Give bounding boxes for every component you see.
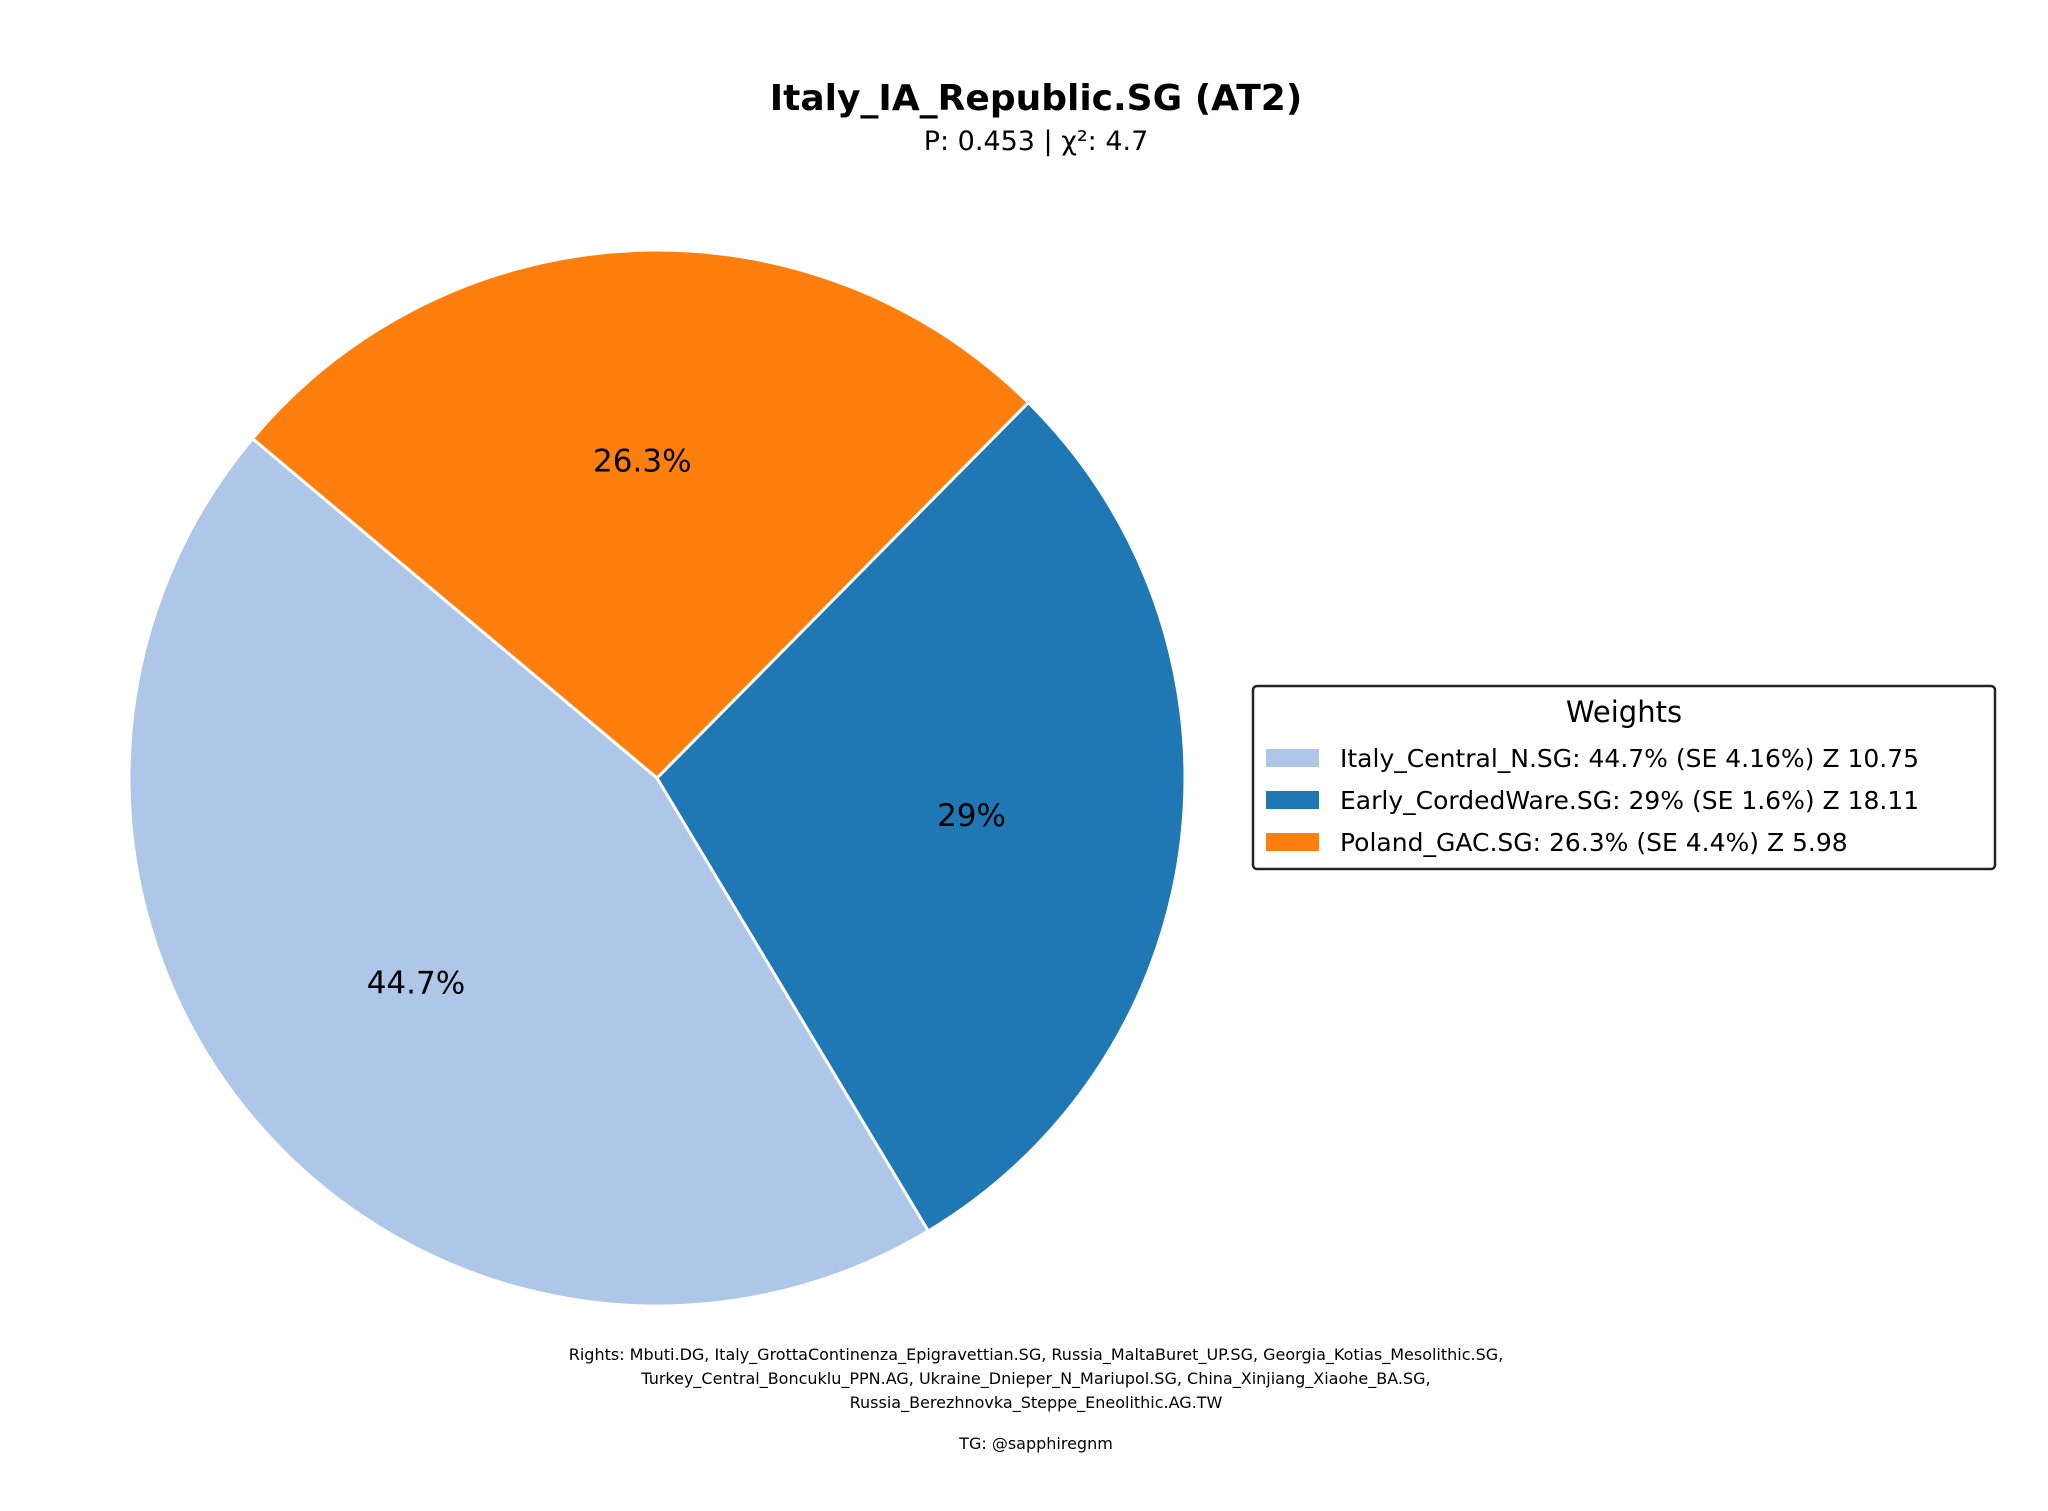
pie-labels: 44.7% 29% 26.3% (367, 444, 1006, 1002)
slice-label-0: 44.7% (367, 966, 465, 1002)
legend-entry-1: Early_CordedWare.SG: 29% (SE 1.6%) Z 18.… (1340, 786, 1919, 815)
footnote-line-1: Rights: Mbuti.DG, Italy_GrottaContinenza… (569, 1345, 1504, 1365)
pie-slice-2 (250, 248, 1031, 781)
legend-swatch-2 (1266, 833, 1319, 851)
chart-title: Italy_IA_Republic.SG (AT2) (770, 78, 1303, 119)
footnote-credit: TG: @sapphiregnm (958, 1434, 1113, 1453)
footnote-line-2: Turkey_Central_Boncuklu_PPN.AG, Ukraine_… (640, 1369, 1430, 1389)
footnote: Rights: Mbuti.DG, Italy_GrottaContinenza… (569, 1345, 1504, 1453)
legend-swatch-1 (1266, 791, 1319, 809)
legend: Weights Italy_Central_N.SG: 44.7% (SE 4.… (1251, 684, 1997, 871)
legend-frame (1251, 684, 1997, 871)
pie-slice-0 (127, 436, 931, 1308)
pie-slices (127, 248, 1187, 1308)
slice-label-2: 26.3% (593, 444, 691, 480)
legend-title: Weights (1566, 695, 1682, 729)
legend-swatch-0 (1266, 749, 1319, 767)
footnote-line-3: Russia_Berezhnovka_Steppe_Eneolithic.AG.… (850, 1393, 1223, 1413)
legend-entry-2: Poland_GAC.SG: 26.3% (SE 4.4%) Z 5.98 (1340, 828, 1848, 857)
pie-slice-1 (655, 400, 1187, 1234)
slice-label-1: 29% (937, 798, 1006, 834)
legend-entry-0: Italy_Central_N.SG: 44.7% (SE 4.16%) Z 1… (1340, 744, 1919, 773)
chart-subtitle: P: 0.453 | χ²: 4.7 (924, 126, 1149, 157)
